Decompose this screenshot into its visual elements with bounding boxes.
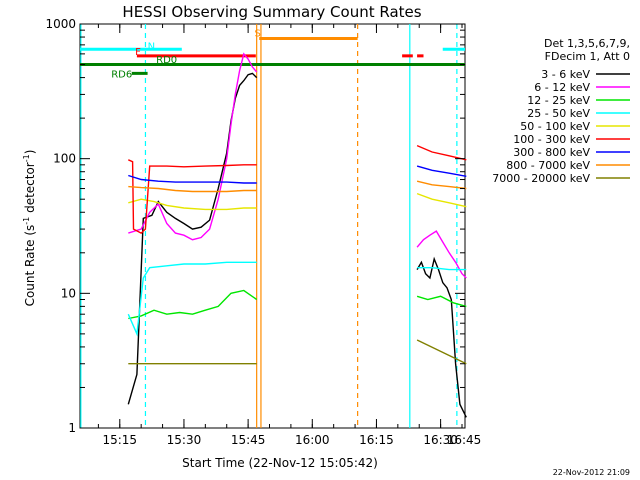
- y-axis-label-exp2: -1: [22, 154, 31, 162]
- chart-title: HESSI Observing Summary Count Rates: [122, 3, 421, 21]
- y-axis-label-end: ): [23, 150, 37, 155]
- series-line: [416, 295, 467, 308]
- legend: Det 1,3,5,6,7,9, FDecim 1, Att 0 3 - 6 k…: [492, 37, 630, 185]
- legend-label: 25 - 50 keV: [527, 107, 590, 120]
- y-tick-label: 10: [61, 286, 76, 300]
- x-tick-label: 16:30: [423, 433, 458, 447]
- series-lines: [127, 52, 467, 418]
- y-tick-label: 1: [68, 421, 76, 435]
- y-axis-label-exp1: -1: [22, 217, 31, 225]
- legend-label: 100 - 300 keV: [513, 133, 590, 146]
- y-tick-label: 1000: [45, 17, 76, 31]
- series-line: [417, 267, 467, 271]
- legend-header-line1: Det 1,3,5,6,7,9,: [544, 37, 630, 50]
- series-line: [416, 339, 467, 365]
- legend-label: 12 - 25 keV: [527, 94, 590, 107]
- x-tick-label: 15:30: [167, 433, 202, 447]
- x-tick-label: 16:45: [447, 433, 482, 447]
- y-tick-label: 100: [53, 152, 76, 166]
- timestamp: 22-Nov-2012 21:09: [553, 468, 630, 477]
- plot-frame: [79, 23, 466, 429]
- flag-label: S: [255, 29, 261, 40]
- series-line: [127, 72, 258, 405]
- series-line: [416, 192, 467, 208]
- legend-label: 3 - 6 keV: [541, 68, 590, 81]
- y-axis-label: Count Rate (s-1 detector-1): [22, 150, 37, 307]
- x-tick-label: 16:15: [359, 433, 394, 447]
- flag-label: RD6: [111, 70, 132, 81]
- legend-label: 6 - 12 keV: [534, 81, 590, 94]
- vertical-markers: [80, 24, 458, 428]
- flag-bars: NF RD0 RD6 S: [80, 29, 465, 81]
- x-tick-label: 16:00: [295, 433, 330, 447]
- series-line: [127, 261, 257, 337]
- flag-label: RD0: [156, 55, 177, 66]
- legend-label: 50 - 100 keV: [520, 120, 590, 133]
- series-line: [416, 256, 467, 418]
- x-tick-label: 15:15: [102, 433, 137, 447]
- series-line: [128, 198, 257, 211]
- y-axis-label-mid: detector: [23, 162, 37, 217]
- legend-header-line2: FDecim 1, Att 0: [545, 50, 630, 63]
- series-line: [128, 159, 257, 234]
- series-line: [416, 165, 467, 177]
- series-line: [128, 52, 258, 241]
- legend-label: 300 - 800 keV: [513, 146, 590, 159]
- series-line: [128, 185, 257, 193]
- series-line: [128, 174, 257, 184]
- axis-ticks: 1 10 100 1000 15:15 15:30 15:45 16:00 16:15 16:30…: [45, 17, 481, 447]
- flag-label: F: [135, 47, 141, 58]
- series-line: [128, 289, 258, 320]
- x-axis-label: Start Time (22-Nov-12 15:05:42): [182, 456, 378, 470]
- flag-label: N: [148, 42, 155, 53]
- series-line: [416, 144, 467, 161]
- legend-label: 7000 - 20000 keV: [492, 172, 590, 185]
- series-line: [416, 180, 467, 190]
- legend-label: 800 - 7000 keV: [506, 159, 590, 172]
- axis-frame: [79, 23, 466, 429]
- y-axis-label-part: Count Rate (s: [23, 225, 37, 307]
- x-tick-label: 15:45: [231, 433, 266, 447]
